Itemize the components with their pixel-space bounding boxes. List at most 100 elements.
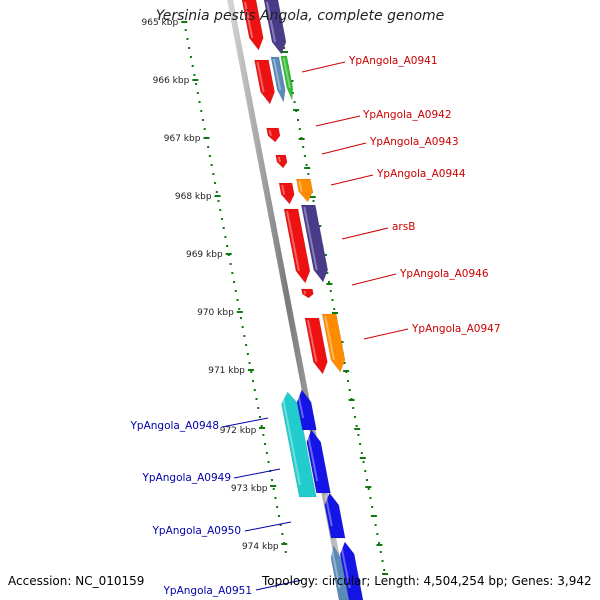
inner-track-major-tick <box>181 21 188 23</box>
outer-track-dot <box>371 506 374 508</box>
outer-track-dot <box>357 434 360 436</box>
outer-track-dot <box>381 560 384 562</box>
gene-glyph-blue <box>296 389 317 431</box>
inner-track-dot <box>264 443 267 445</box>
outer-track-major-tick <box>298 138 305 140</box>
outer-track-dot <box>293 101 296 103</box>
inner-track-major-tick <box>214 195 221 197</box>
inner-track-dot <box>238 308 241 310</box>
inner-track-dot <box>257 407 260 409</box>
gene-leader-line <box>233 468 281 479</box>
outer-track-dot <box>366 479 368 481</box>
outer-track-dot <box>360 452 363 454</box>
inner-track-dot <box>271 479 273 481</box>
outer-track-dot <box>298 128 301 130</box>
outer-track-major-tick <box>382 573 389 575</box>
outer-track-dot <box>312 200 315 202</box>
inner-track-dot <box>267 461 270 463</box>
gene-leader-line <box>363 328 409 340</box>
gene-glyph-green-highlight <box>282 57 291 89</box>
gene-glyphs <box>241 0 364 600</box>
outer-track-dot <box>367 488 370 490</box>
inner-track-dot <box>191 65 194 67</box>
inner-track-dot <box>188 47 191 49</box>
inner-track-dot <box>219 209 222 211</box>
outer-track-dot <box>283 47 286 49</box>
inner-track-dot <box>203 128 206 130</box>
gene-glyph-red-highlight <box>277 156 282 163</box>
inner-track-dot <box>260 425 263 427</box>
outer-track-dot <box>343 362 346 364</box>
axis-tick-label: 968 kbp <box>175 192 212 202</box>
inner-track-dot <box>215 191 218 193</box>
outer-track-dot <box>376 533 379 535</box>
axis-tick-label: 970 kbp <box>197 308 234 318</box>
inner-track-dot <box>200 110 203 112</box>
inner-track-dot <box>252 380 255 382</box>
inner-track-major-tick <box>236 311 243 313</box>
gene-leader-line <box>255 579 303 591</box>
outer-track-major-tick <box>359 457 366 459</box>
gene-leader-line <box>330 174 374 186</box>
axis-tick-label: 973 kbp <box>231 484 268 494</box>
gene-label: YpAngola_A0943 <box>369 136 459 148</box>
gene-leader-line <box>341 227 389 240</box>
gene-glyph-purple-highlight <box>266 1 277 43</box>
inner-track-dot <box>226 245 229 247</box>
inner-track-dot <box>212 173 215 175</box>
outer-track-major-tick <box>376 544 383 546</box>
gene-glyph-cyan-highlight <box>281 393 301 486</box>
inner-track-dot <box>241 326 244 328</box>
gene-glyph-purple <box>300 204 329 283</box>
inner-track-dot <box>255 398 258 400</box>
map-title: Yersinia pestis Angola, complete genome <box>155 8 445 24</box>
outer-track-major-tick <box>354 428 361 430</box>
outer-track-major-tick <box>348 399 355 401</box>
outer-track-major-tick <box>370 515 377 517</box>
outer-track-dot <box>303 155 306 157</box>
gene-glyph-red-highlight <box>286 210 300 272</box>
gene-glyph-purple <box>263 0 287 55</box>
gene-glyph-blue-highlight <box>296 391 305 419</box>
gene-glyph-red <box>275 154 288 169</box>
gene-glyph-steel <box>330 545 350 600</box>
gene-leader-line <box>351 273 397 286</box>
axis-tick-label: 965 kbp <box>142 18 179 28</box>
gene-glyph-purple-highlight <box>303 206 318 271</box>
inner-track-dot <box>189 56 192 58</box>
inner-track-dot <box>236 299 239 301</box>
inner-track-dot <box>220 218 223 220</box>
gene-labels: YpAngola_A0941 YpAngola_A0942 YpAngola_A09… <box>129 55 500 597</box>
gene-glyph-red <box>304 317 328 375</box>
outer-track-dot <box>374 524 377 526</box>
gene-label: YpAngola_A0950 <box>151 525 241 537</box>
inner-track-dot <box>258 416 261 418</box>
gene-label: YpAngola_A0948 <box>129 420 219 432</box>
axis-tick-label: 972 kbp <box>220 426 257 436</box>
outer-track-dot <box>379 551 382 553</box>
outer-track-dot <box>369 497 372 499</box>
gene-leader-line <box>244 521 292 532</box>
gene-glyph-blue-highlight <box>339 543 351 589</box>
inner-track-dot <box>245 344 248 346</box>
axis-tick-label: 969 kbp <box>186 250 223 260</box>
inner-track-dot <box>229 263 232 265</box>
gene-leader-line <box>315 115 361 127</box>
inner-track-major-tick <box>203 137 210 139</box>
inner-track-dot <box>272 488 275 490</box>
gene-glyph-orange <box>321 313 346 373</box>
inner-track-dot <box>274 497 277 499</box>
topology-text: Topology: circular; Length: 4,504,254 bp… <box>262 574 592 588</box>
gene-glyph-red-highlight <box>281 184 286 195</box>
outer-track-dot <box>297 119 299 121</box>
outer-track-dot <box>378 542 381 544</box>
outer-track-dot <box>333 308 336 310</box>
gene-glyph-red-highlight <box>306 319 318 363</box>
outer-track-major-tick <box>281 51 288 53</box>
outer-track-major-tick <box>365 486 372 488</box>
inner-track-dot <box>250 371 253 373</box>
inner-track-dot <box>231 272 234 274</box>
axis-tick-label: 974 kbp <box>242 542 279 552</box>
inner-track-major-tick <box>247 369 254 371</box>
